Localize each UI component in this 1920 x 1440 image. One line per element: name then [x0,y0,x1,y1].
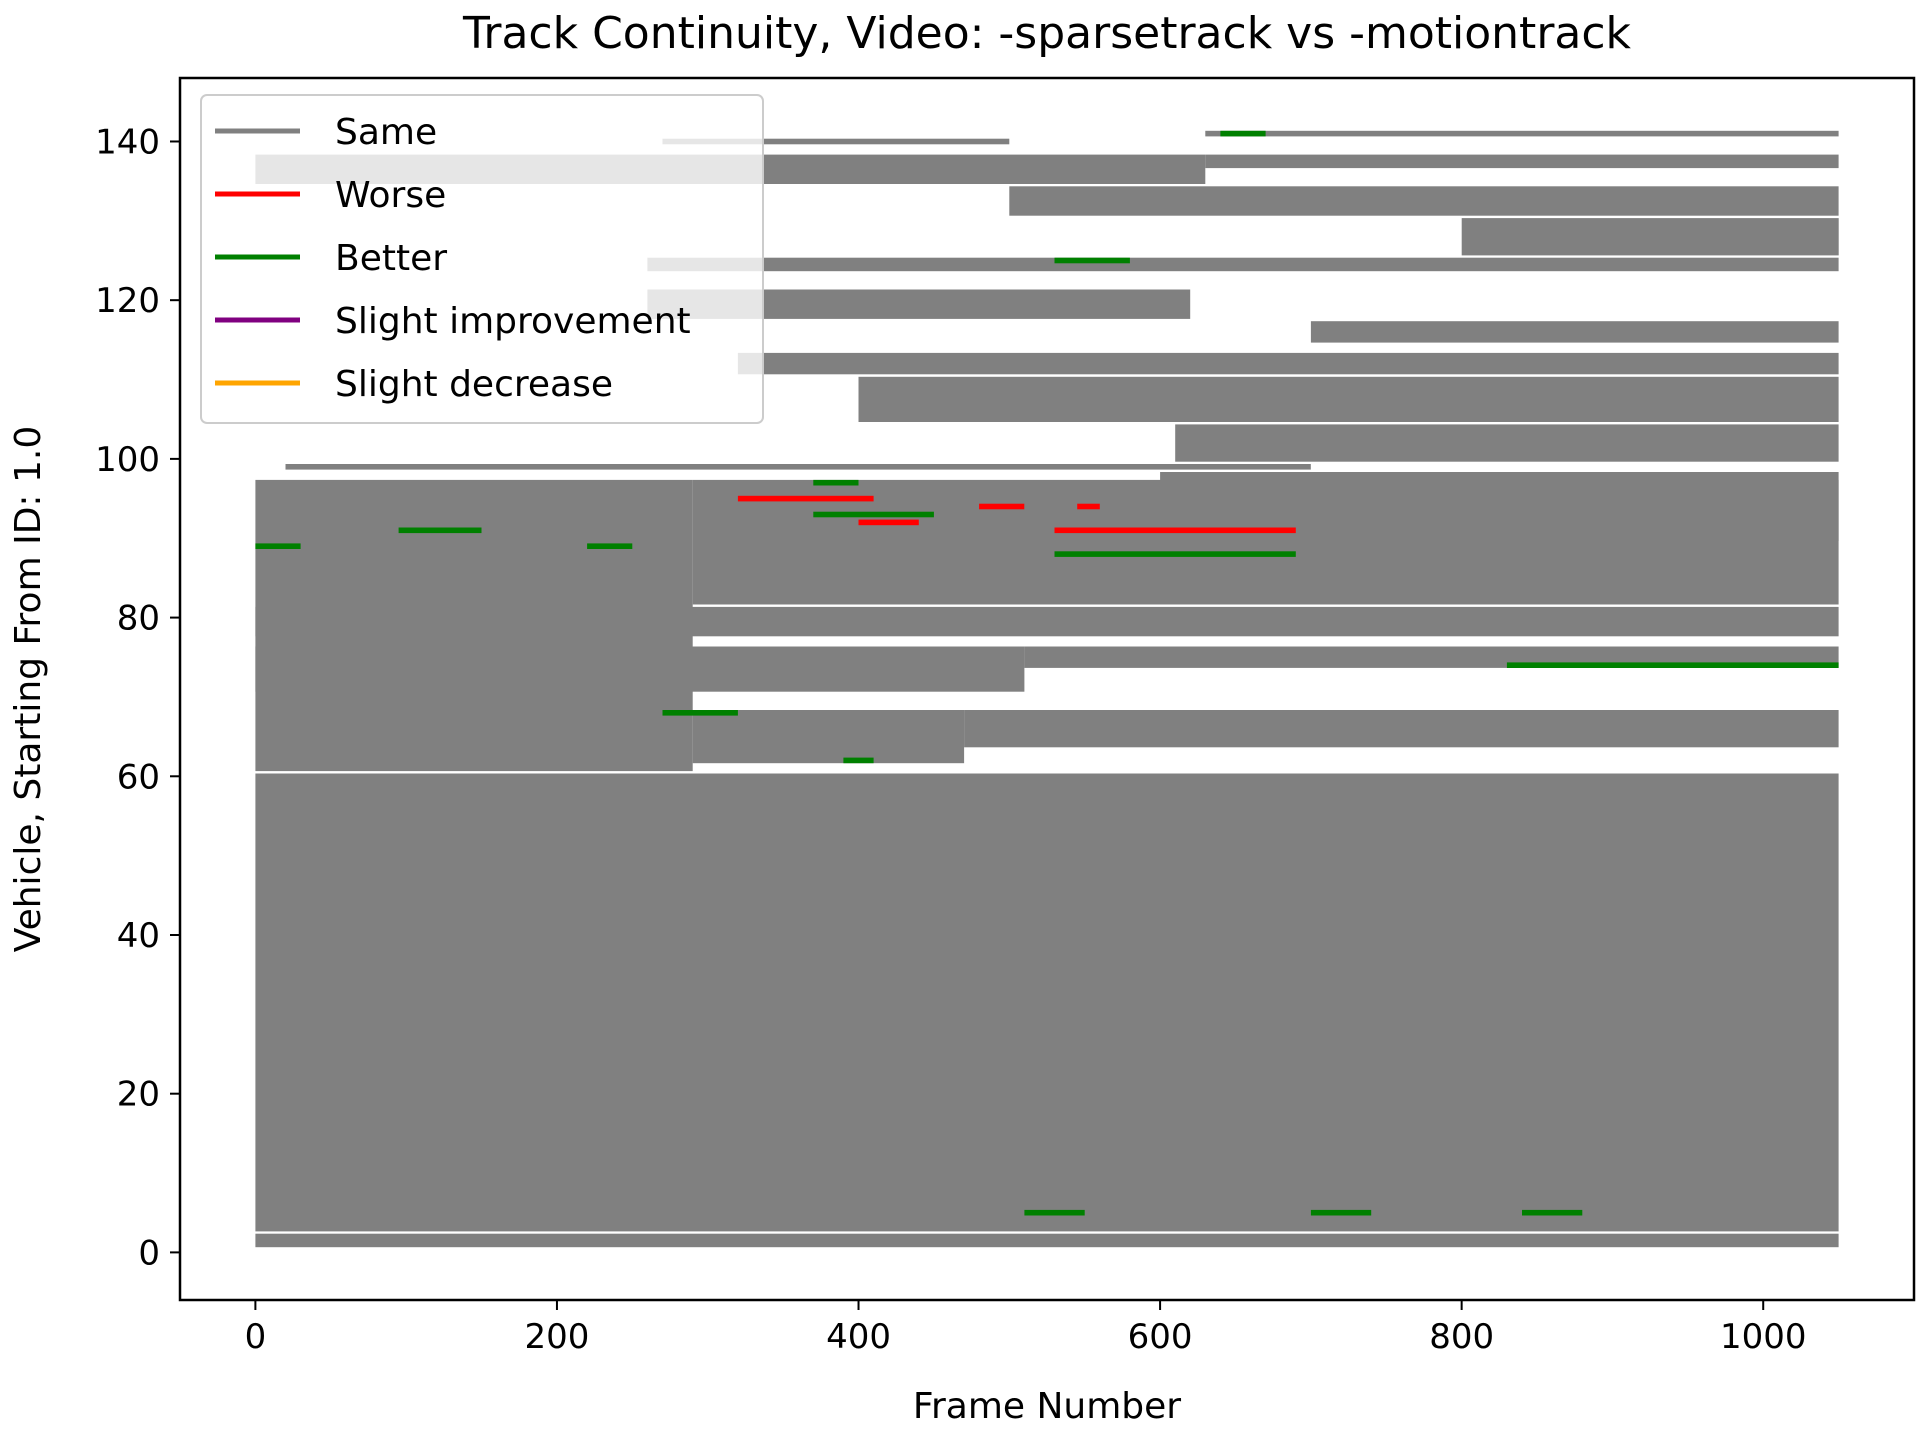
track-segment-same [255,773,1839,1232]
track-segment-same [964,710,1839,748]
track-segment-same [255,606,1839,637]
track-segment-same [1461,218,1839,256]
track-segment-better [843,757,874,764]
chart-title: Track Continuity, Video: -sparsetrack vs… [462,8,1632,59]
legend-label: Same [335,112,437,153]
y-axis-label: Vehicle, Starting From ID: 1.0 [8,426,49,952]
x-axis: 0 200 400 600 800 1000 [245,1300,1807,1357]
x-tick-label: 1000 [1720,1317,1807,1357]
track-segment-worse [737,495,874,502]
track-segment-better [662,710,738,716]
track-segment-better [1220,130,1266,137]
legend-label: Slight decrease [335,364,613,405]
legend-label: Better [335,238,447,279]
track-segment-better [813,511,934,518]
y-tick-label: 20 [117,1075,160,1115]
x-tick-label: 600 [1128,1317,1193,1357]
track-segment-same [692,710,965,764]
track-segment-same [1175,424,1839,462]
track-segment-same [255,1233,1839,1248]
legend-label: Worse [335,175,446,216]
legend-label: Slight improvement [335,301,691,342]
track-segment-better [813,479,859,486]
track-segment-same [647,257,1839,272]
track-segment-same [1205,154,1839,169]
plot-area [255,130,1839,1248]
y-axis: 0 20 40 60 80 100 120 140 [95,122,180,1273]
track-segment-better [1054,551,1296,557]
track-segment-better [1522,1209,1583,1216]
y-tick-label: 100 [95,440,160,480]
track-segment-same [285,464,1311,470]
y-tick-label: 140 [95,122,160,162]
track-segment-better [1054,257,1130,264]
track-segment-same [1310,321,1839,343]
y-tick-label: 0 [138,1233,160,1273]
y-tick-label: 120 [95,281,160,321]
y-tick-label: 80 [117,599,160,639]
track-segment-worse [979,503,1025,510]
track-segment-worse [1054,527,1296,534]
track-segment-better [587,543,633,549]
x-tick-label: 200 [525,1317,590,1357]
y-tick-label: 60 [117,757,160,797]
track-segment-same [255,646,1025,692]
track-segment-better [1310,1209,1372,1216]
track-segment-same [737,352,1839,375]
x-tick-label: 800 [1429,1317,1494,1357]
x-tick-label: 400 [826,1317,891,1357]
track-segment-same [662,138,1010,145]
y-tick-label: 40 [117,916,160,956]
track-segment-worse [1077,503,1100,510]
track-segment-better [1506,662,1839,668]
track-segment-same [1205,130,1839,137]
track-segment-better [255,543,301,549]
track-segment-same [858,376,1839,422]
track-segment-worse [858,519,919,526]
track-segment-same [1009,186,1839,216]
plot-frame [178,76,1916,1302]
track-segment-better [398,527,482,534]
legend-box [200,94,764,424]
x-axis-label: Frame Number [913,1386,1181,1427]
legend: Same Worse Better Slight improvement Slight … [200,94,764,424]
x-tick-label: 0 [245,1317,267,1357]
track-segment-better [1024,1209,1085,1216]
